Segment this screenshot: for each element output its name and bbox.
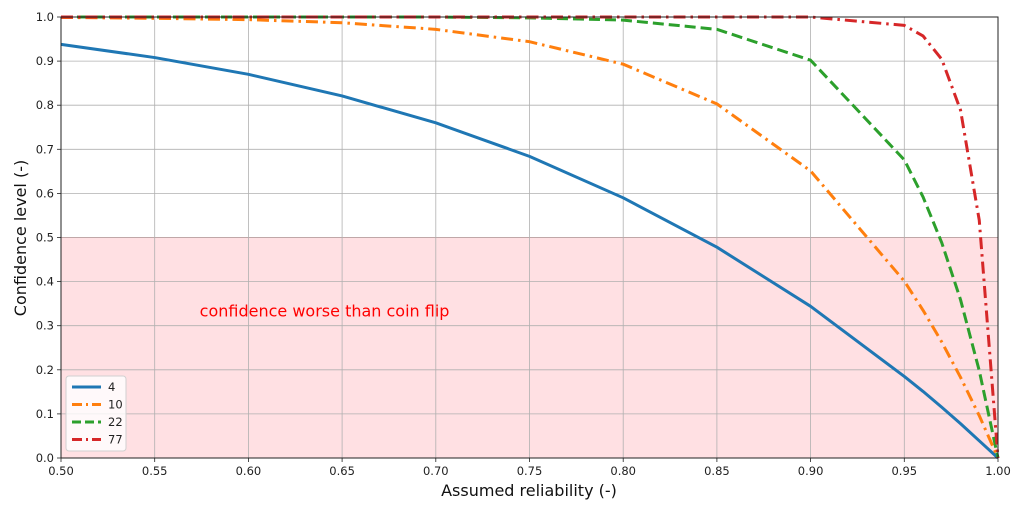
x-tick-label: 0.55: [142, 464, 168, 478]
y-tick-label: 0.4: [36, 275, 54, 289]
y-tick-label: 0.5: [36, 231, 54, 245]
legend-label-77: 77: [108, 433, 123, 447]
y-tick-label: 0.2: [36, 363, 54, 377]
y-tick-label: 0.1: [36, 407, 54, 421]
legend-box: [65, 375, 127, 452]
x-tick-label: 0.70: [423, 464, 449, 478]
y-tick-label: 0.3: [36, 319, 54, 333]
y-axis-label: Confidence level (-): [11, 160, 30, 316]
x-tick-label: 0.85: [704, 464, 730, 478]
x-tick-label: 0.50: [48, 464, 74, 478]
x-tick-label: 0.60: [236, 464, 262, 478]
y-tick-label: 0.9: [36, 54, 54, 68]
x-tick-label: 1.00: [985, 464, 1011, 478]
y-tick-label: 1.0: [36, 10, 54, 24]
annotation-coin-flip: confidence worse than coin flip: [200, 301, 450, 320]
legend: 4 10 22 77: [65, 375, 127, 452]
y-tick-label: 0.8: [36, 98, 54, 112]
series-line-10: [60, 15, 1000, 459]
x-tick-label: 0.90: [798, 464, 824, 478]
x-axis-label: Assumed reliability (-): [441, 481, 617, 500]
series-line-4: [60, 42, 1000, 460]
y-tick-label: 0.7: [36, 142, 54, 156]
x-tick-label: 0.95: [891, 464, 917, 478]
legend-label-4: 4: [108, 380, 115, 394]
legend-label-22: 22: [108, 415, 123, 429]
tick-labels: 0.50 0.55 0.60 0.65 0.70 0.75 0.80 0.85 0.90 0.95…: [36, 10, 1011, 478]
legend-label-10: 10: [108, 398, 123, 412]
y-tick-label: 0.0: [36, 451, 54, 465]
x-tick-label: 0.80: [610, 464, 636, 478]
x-tick-label: 0.65: [329, 464, 355, 478]
y-tick-label: 0.6: [36, 186, 54, 200]
x-tick-label: 0.75: [517, 464, 543, 478]
